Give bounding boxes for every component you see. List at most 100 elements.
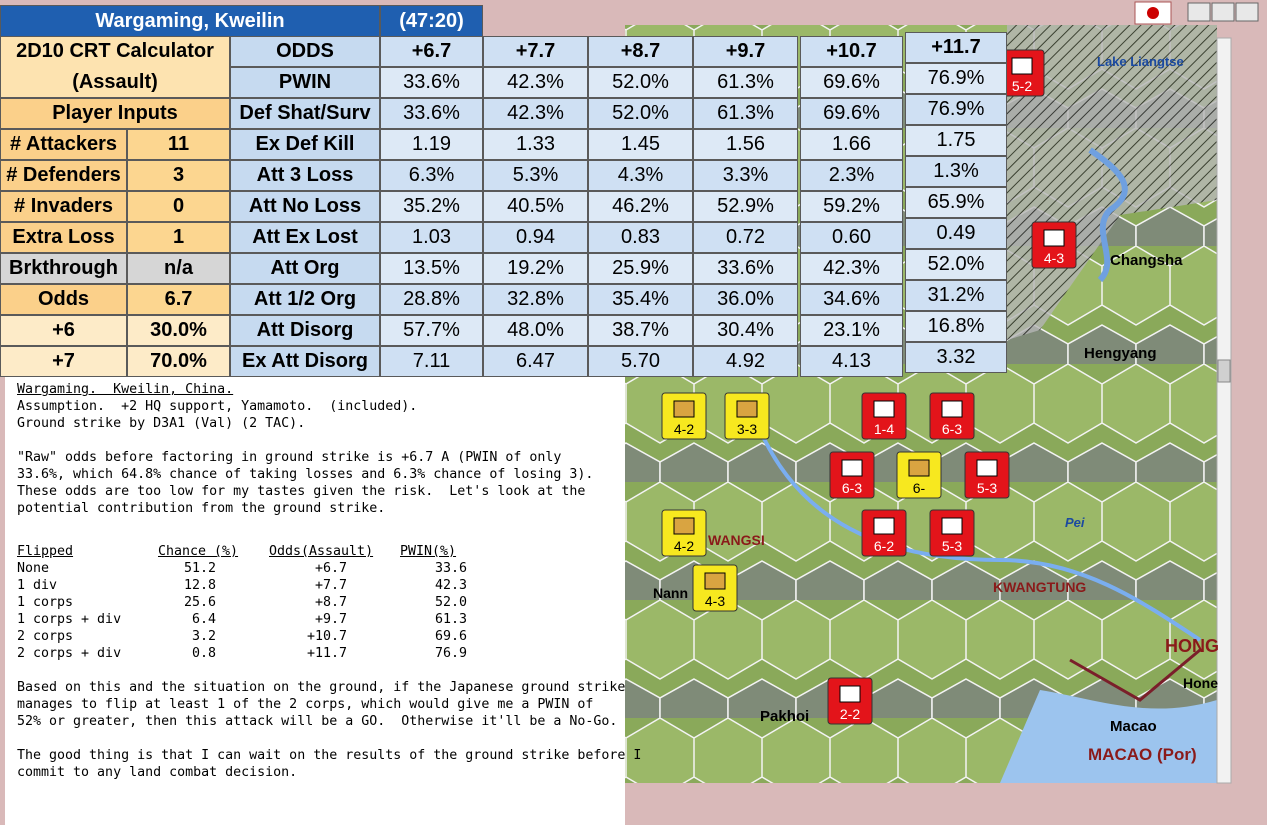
text-line: +8.7: [314, 595, 347, 610]
unit-symbol: [1043, 229, 1065, 247]
counter-strength: 4-2: [674, 421, 694, 437]
map-label: Pei: [1065, 515, 1085, 530]
map-label: Macao: [1110, 718, 1157, 735]
row-label: Att Ex Lost: [230, 222, 380, 253]
text-line: 12.8: [183, 578, 216, 593]
map-label: Hone: [1183, 675, 1218, 691]
scrollbar[interactable]: [1216, 37, 1232, 784]
row-value: 31.2%: [905, 280, 1007, 311]
row-value: +8.7: [588, 36, 693, 67]
row-value: 35.2%: [380, 191, 483, 222]
row-value: 1.03: [380, 222, 483, 253]
notes-panel: Wargaming. Kweilin, China. Assumption. +2…: [5, 377, 641, 825]
text-line: 1 corps + div: [17, 612, 122, 627]
row-value: 52.9%: [693, 191, 798, 222]
row-value: 76.9%: [905, 63, 1007, 94]
row-value: 1.45: [588, 129, 693, 160]
row-value: 59.2%: [800, 191, 903, 222]
map-label: Nann: [653, 585, 688, 601]
row-label: Def Shat/Surv: [230, 98, 380, 129]
unit-counter[interactable]: 4-3: [1031, 221, 1077, 269]
counter-strength: 6-3: [942, 421, 962, 437]
counter-strength: 6-2: [874, 538, 894, 554]
border: [1069, 648, 1201, 702]
calc-title: 2D10 CRT Calculator (Assault): [0, 36, 230, 98]
map-label: Changsha: [1110, 252, 1183, 269]
row-value: 69.6%: [800, 67, 903, 98]
row-value: 0.60: [800, 222, 903, 253]
unit-counter[interactable]: 2-2: [827, 677, 873, 725]
input-label: Brkthrough: [0, 253, 127, 284]
counter-strength: 6-: [913, 480, 926, 496]
unit-counter[interactable]: 5-3: [964, 451, 1010, 499]
text-line: +6.7: [314, 561, 347, 576]
text-line: +11.7: [306, 646, 347, 661]
row-value: 61.3%: [693, 98, 798, 129]
row-value: 52.0%: [588, 98, 693, 129]
row-value: +11.7: [905, 32, 1007, 63]
unit-symbol: [673, 517, 695, 535]
map-label: KWANGTUNG: [993, 579, 1086, 595]
row-value: 42.3%: [483, 67, 588, 98]
row-value: +9.7: [693, 36, 798, 67]
unit-counter[interactable]: 6-3: [829, 451, 875, 499]
text-line: 69.6: [434, 629, 467, 644]
row-value: 52.0%: [905, 249, 1007, 280]
row-value: 0.72: [693, 222, 798, 253]
row-value: 4.13: [800, 346, 903, 377]
text-line: 2 corps + div: [17, 646, 122, 661]
counter-strength: 1-4: [874, 421, 894, 437]
counter-strength: 2-2: [840, 706, 860, 722]
text-line: +10.7: [306, 629, 347, 644]
calc-title-line: (Assault): [72, 71, 158, 93]
row-value: 3.3%: [693, 160, 798, 191]
unit-counter[interactable]: 4-2: [661, 509, 707, 557]
river: [758, 429, 1202, 642]
row-value: 13.5%: [380, 253, 483, 284]
inputs-header: Player Inputs: [0, 98, 230, 129]
counter-strength: 5-2: [1012, 78, 1032, 94]
row-value: 36.0%: [693, 284, 798, 315]
text-line: 6.4: [191, 612, 216, 627]
scroll-thumb[interactable]: [1217, 359, 1231, 383]
text-line: 25.6: [183, 595, 216, 610]
text-line: 42.3: [434, 578, 467, 593]
input-label: Extra Loss: [0, 222, 127, 253]
minimize-button[interactable]: [1187, 2, 1211, 22]
text-line: "Raw" odds before factoring in ground st…: [17, 450, 562, 465]
row-value: 4.92: [693, 346, 798, 377]
unit-counter[interactable]: 6-: [896, 451, 942, 499]
row-value: 65.9%: [905, 187, 1007, 218]
unit-symbol: [873, 400, 895, 418]
text-line: 51.2: [183, 561, 216, 576]
maximize-button[interactable]: [1211, 2, 1235, 22]
row-value: 32.8%: [483, 284, 588, 315]
unit-counter[interactable]: 6-2: [861, 509, 907, 557]
row-value: +10.7: [800, 36, 903, 67]
text-line: None: [17, 561, 50, 576]
row-value: 38.7%: [588, 315, 693, 346]
text-line: Wargaming. Kweilin, China.: [17, 382, 234, 397]
unit-counter[interactable]: 4-2: [661, 392, 707, 440]
text-line: Based on this and the situation on the g…: [17, 680, 626, 695]
row-value: 1.66: [800, 129, 903, 160]
row-value: 69.6%: [800, 98, 903, 129]
unit-counter[interactable]: 3-3: [724, 392, 770, 440]
unit-counter[interactable]: 6-3: [929, 392, 975, 440]
flag-sun: [1147, 7, 1159, 19]
counter-strength: 4-3: [705, 593, 725, 609]
row-value: 33.6%: [380, 67, 483, 98]
map-label: MACAO (Por): [1088, 745, 1197, 764]
row-value: 5.3%: [483, 160, 588, 191]
row-label: PWIN: [230, 67, 380, 98]
unit-symbol: [736, 400, 758, 418]
unit-counter[interactable]: 4-3: [692, 564, 738, 612]
input-value: 11: [127, 129, 230, 160]
row-value: 1.3%: [905, 156, 1007, 187]
unit-counter[interactable]: 1-4: [861, 392, 907, 440]
unit-counter[interactable]: 5-3: [929, 509, 975, 557]
row-value: 1.19: [380, 129, 483, 160]
row-label: Att No Loss: [230, 191, 380, 222]
close-button[interactable]: [1235, 2, 1259, 22]
